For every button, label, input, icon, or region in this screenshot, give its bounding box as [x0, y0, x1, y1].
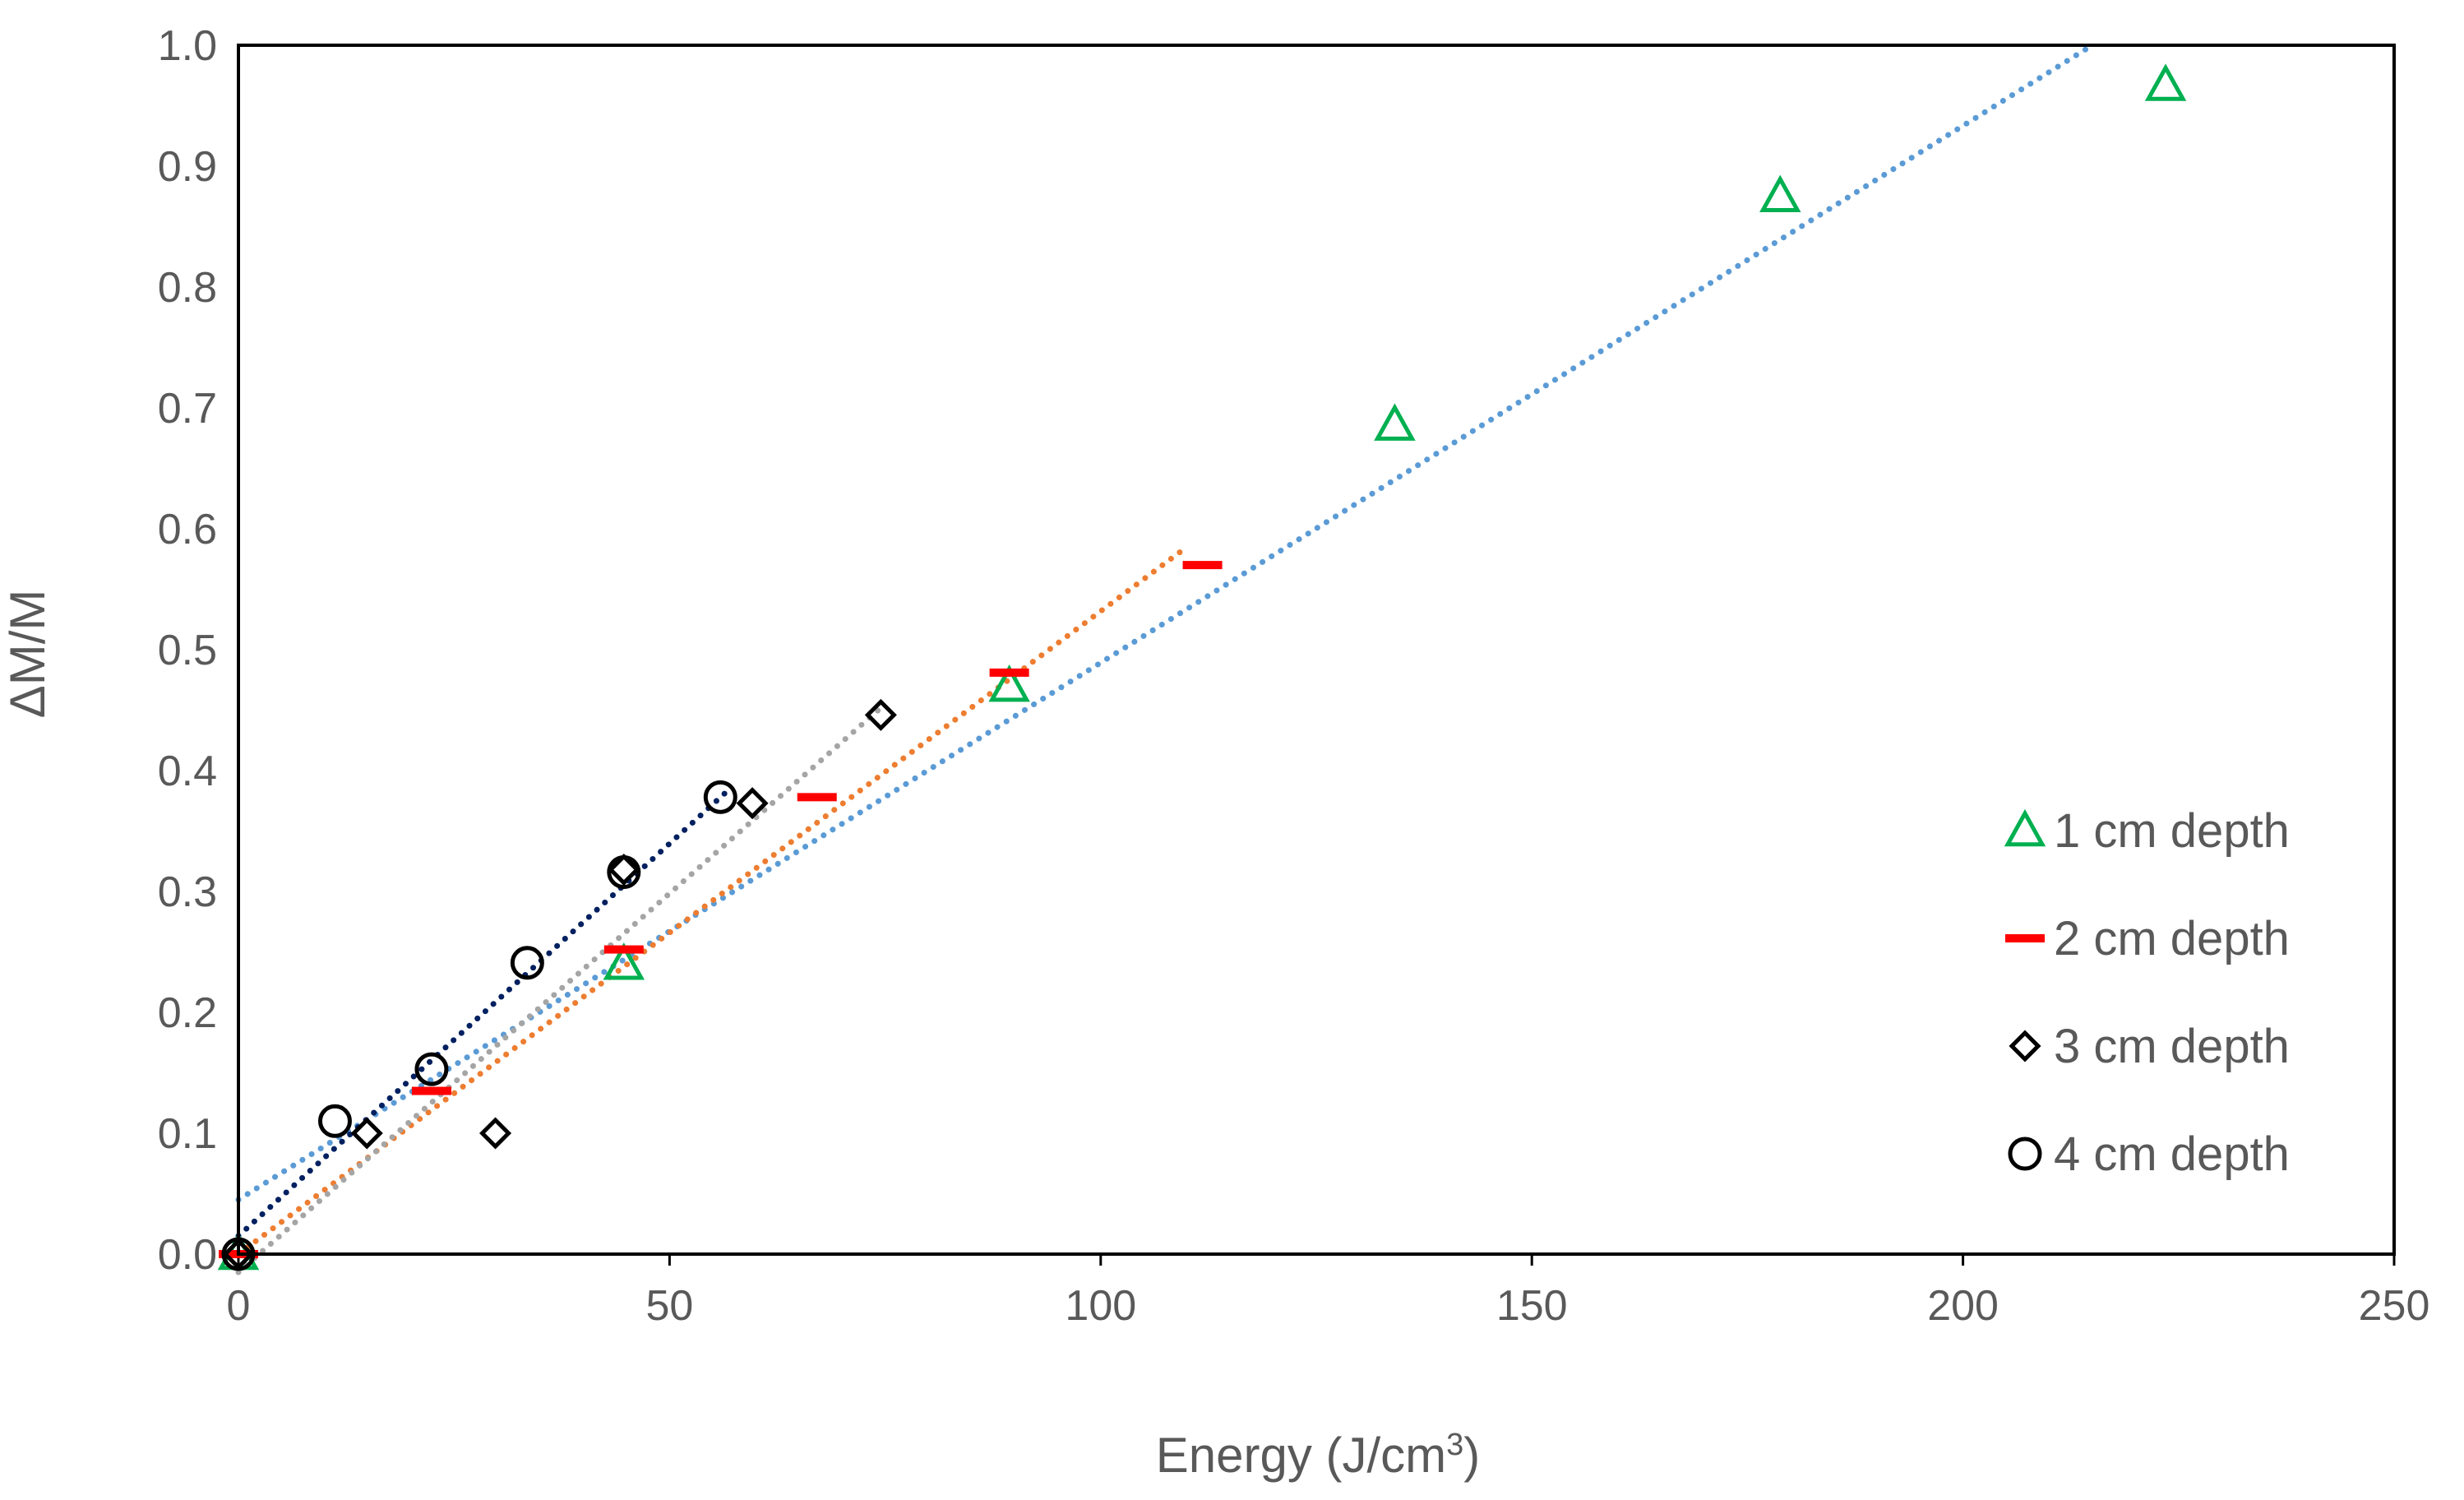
- data-point-triangle: [1759, 174, 1801, 213]
- y-tick-label: 0.9: [158, 143, 217, 191]
- data-point-dash: [411, 1086, 451, 1095]
- x-axis-title-suffix: ): [1463, 1428, 1480, 1483]
- data-point-circle: [510, 946, 544, 980]
- legend-marker-triangle: [2004, 808, 2046, 847]
- data-points: [217, 63, 2187, 1271]
- y-tick-label: 0.2: [158, 989, 217, 1037]
- data-point-circle: [607, 854, 641, 889]
- x-tick-label: 250: [2359, 1282, 2430, 1330]
- data-point-circle: [703, 780, 737, 814]
- x-tick-label: 0: [227, 1282, 251, 1330]
- data-point-triangle: [1374, 403, 1416, 441]
- y-axis-tick-labels: 0.0 0.1 0.2 0.3 0.4 0.5 0.6 0.7 0.8 0.9 1.0: [158, 22, 217, 1279]
- y-tick-label: 0.3: [158, 868, 217, 916]
- data-point-circle: [414, 1052, 449, 1086]
- y-tick-label: 1.0: [158, 22, 217, 70]
- y-tick-label: 0.8: [158, 264, 217, 312]
- data-point-diamond: [608, 854, 640, 887]
- data-point-triangle: [988, 664, 1030, 702]
- legend-marker-diamond: [2009, 1030, 2041, 1062]
- legend-label: 3 cm depth: [2054, 1020, 2290, 1073]
- legend-marker-dash: [2005, 934, 2045, 942]
- x-axis-title: Energy (J/cm3): [1156, 1428, 1481, 1483]
- legend-label: 4 cm depth: [2054, 1127, 2290, 1181]
- y-tick-label: 0.1: [158, 1110, 217, 1158]
- data-point-diamond: [350, 1117, 383, 1150]
- x-axis-title-superscript: 3: [1446, 1428, 1463, 1462]
- trendline-diamond: [235, 701, 889, 1275]
- x-tick-label: 50: [645, 1282, 693, 1330]
- x-tick-label: 100: [1065, 1282, 1136, 1330]
- data-point-dash: [603, 945, 644, 954]
- trendline-circle: [235, 785, 733, 1239]
- x-axis-tick-labels: 0 50 100 150 200 250: [227, 1254, 2430, 1330]
- data-point-triangle: [603, 942, 645, 980]
- y-tick-label: 0.4: [158, 748, 217, 795]
- trendline-triangle: [235, 42, 2096, 1203]
- legend-label: 1 cm depth: [2054, 804, 2290, 858]
- x-axis-title-main: Energy (J/cm: [1156, 1428, 1446, 1483]
- data-point-triangle: [2144, 63, 2187, 101]
- plot-area-frame: [237, 44, 2396, 1256]
- data-point-dash: [1182, 561, 1223, 570]
- y-tick-label: 0.5: [158, 627, 217, 674]
- x-tick-label: 150: [1496, 1282, 1568, 1330]
- data-point-diamond: [864, 698, 897, 731]
- trendline-dash: [235, 544, 1190, 1257]
- data-point-diamond: [479, 1117, 512, 1150]
- data-point-dash: [989, 668, 1029, 677]
- y-tick-label: 0.7: [158, 385, 217, 433]
- data-point-diamond: [736, 787, 769, 820]
- x-tick-label: 200: [1927, 1282, 1999, 1330]
- y-tick-label: 0.0: [158, 1231, 217, 1279]
- y-axis-title: ΔM/M: [0, 590, 55, 719]
- data-point-circle: [317, 1104, 352, 1138]
- data-point-dash: [797, 793, 837, 802]
- legend-label: 2 cm depth: [2054, 912, 2290, 965]
- legend: 1 cm depth 2 cm depth 3 cm depth 4 cm depth: [2004, 804, 2290, 1181]
- y-tick-label: 0.6: [158, 506, 217, 553]
- trendlines: [235, 42, 2096, 1275]
- legend-marker-circle: [2008, 1137, 2042, 1171]
